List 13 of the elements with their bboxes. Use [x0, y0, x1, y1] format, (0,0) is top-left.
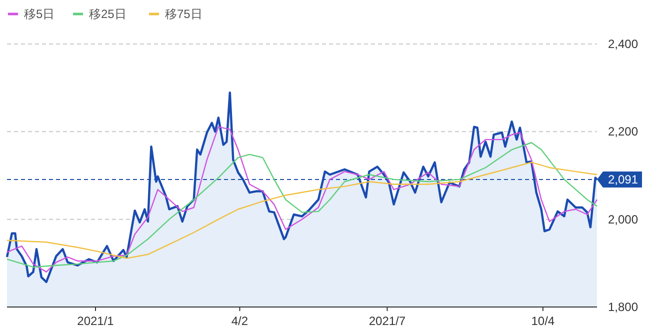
- x-tick-label: 2021/7: [368, 314, 406, 328]
- legend-label: 移5日: [24, 7, 55, 21]
- x-tick-label: 4/2: [231, 314, 248, 328]
- legend-label: 移75日: [165, 7, 202, 21]
- y-tick-label: 2,200: [608, 124, 638, 139]
- y-tick-label: 2,000: [608, 212, 638, 226]
- legend-label: 移25日: [89, 7, 126, 21]
- x-tick-label: 2021/1: [77, 314, 114, 328]
- y-tick-label: 2,400: [608, 37, 638, 51]
- x-tick-label: 10/4: [531, 314, 555, 328]
- y-tick-label: 1,800: [608, 300, 638, 314]
- ref-line-label: 2,091: [608, 172, 638, 186]
- line-series: [6, 162, 598, 259]
